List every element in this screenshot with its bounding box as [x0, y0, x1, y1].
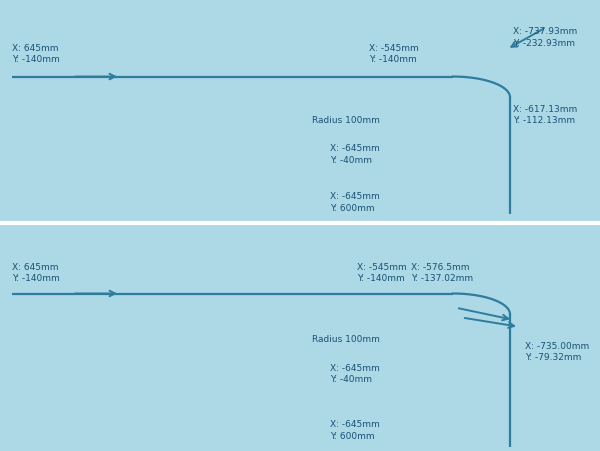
Text: X: -645mm
Y: -40mm: X: -645mm Y: -40mm	[330, 364, 380, 384]
Text: X: -735.00mm
Y: -79.32mm: X: -735.00mm Y: -79.32mm	[525, 342, 589, 362]
Text: X: -545mm
Y: -140mm: X: -545mm Y: -140mm	[369, 44, 419, 64]
Text: X: -576.5mm
Y: -137.02mm: X: -576.5mm Y: -137.02mm	[411, 263, 473, 283]
Text: X: -545mm
Y: -140mm: X: -545mm Y: -140mm	[357, 263, 407, 283]
Text: X: -617.13mm
Y: -112.13mm: X: -617.13mm Y: -112.13mm	[513, 105, 577, 125]
Text: Radius 100mm: Radius 100mm	[312, 116, 380, 125]
Text: Radius 100mm: Radius 100mm	[312, 335, 380, 344]
Text: X: 645mm
Y: -140mm: X: 645mm Y: -140mm	[12, 44, 60, 64]
Text: X: 645mm
Y: -140mm: X: 645mm Y: -140mm	[12, 263, 60, 283]
Text: X: -645mm
Y: 600mm: X: -645mm Y: 600mm	[330, 193, 380, 213]
Text: X: -737.93mm
Y: -232.93mm: X: -737.93mm Y: -232.93mm	[513, 28, 577, 48]
Text: X: -645mm
Y: -40mm: X: -645mm Y: -40mm	[330, 144, 380, 165]
Text: X: -645mm
Y: 600mm: X: -645mm Y: 600mm	[330, 420, 380, 441]
